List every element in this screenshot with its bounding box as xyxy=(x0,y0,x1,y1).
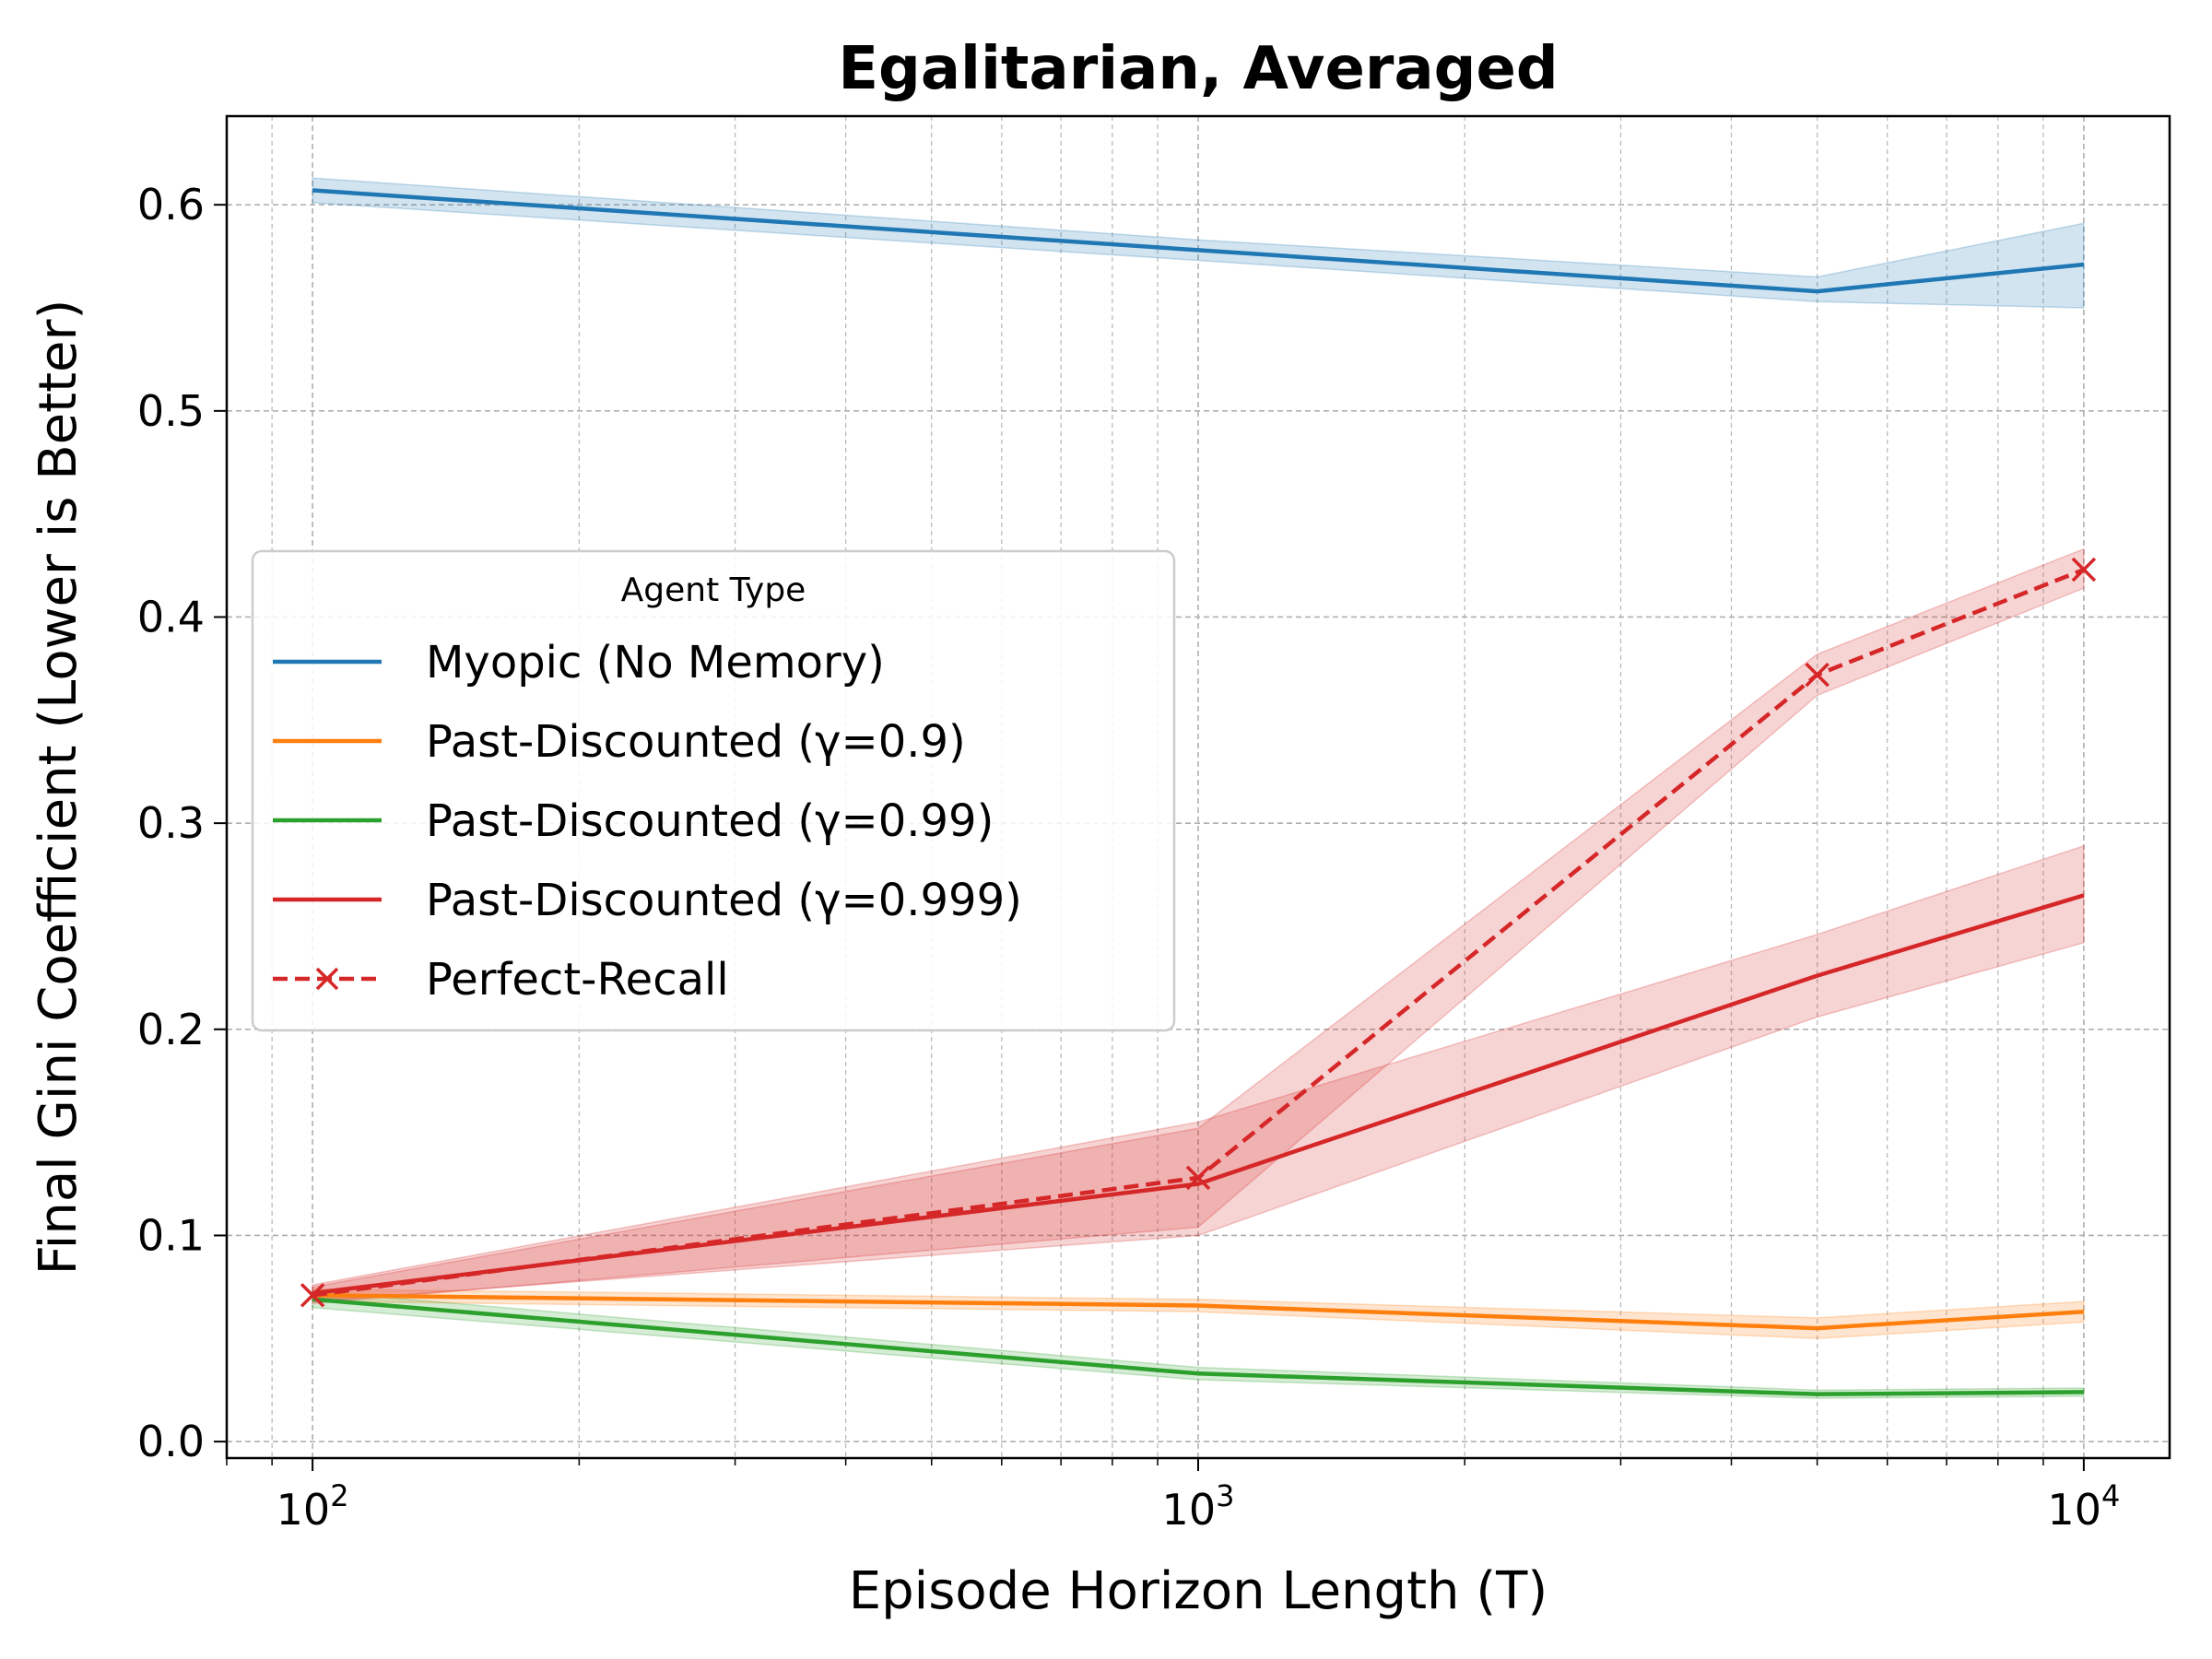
legend: Agent Type Myopic (No Memory) Past-Discou… xyxy=(251,549,1176,1032)
legend-entry: Past-Discounted (γ=0.999) xyxy=(273,875,1022,926)
legend-entries: Myopic (No Memory) Past-Discounted (γ=0.9… xyxy=(273,637,1022,1006)
band-past-discounted-0-999 xyxy=(312,844,2085,1302)
legend-label: Past-Discounted (γ=0.9) xyxy=(426,716,966,768)
marker-perfect-recall xyxy=(1185,1165,1211,1191)
y-tick-label: 0.2 xyxy=(137,1005,205,1054)
series-markers xyxy=(300,557,2097,1308)
line-myopic-no-memory xyxy=(312,188,2085,294)
legend-box xyxy=(251,549,1176,1032)
chart-title: Egalitarian, Averaged xyxy=(838,35,1558,103)
legend-entry: Myopic (No Memory) xyxy=(273,637,885,688)
legend-entry: Past-Discounted (γ=0.99) xyxy=(273,795,994,847)
y-tick-label: 0.5 xyxy=(137,386,205,436)
legend-marker xyxy=(315,967,339,991)
axis-ticks: 102 103 104 0.0 0.1 0.2 0.3 0.4 0.5 0.6 xyxy=(137,180,2120,1535)
band-past-discounted-0-99 xyxy=(312,1290,2085,1399)
marker-stroke xyxy=(2071,557,2097,582)
marker-perfect-recall xyxy=(2071,557,2097,582)
y-tick-label: 0.1 xyxy=(137,1210,205,1260)
legend-entry: Perfect-Recall xyxy=(273,954,729,1006)
x-tick-label: 104 xyxy=(2047,1478,2120,1535)
y-tick-label: 0.0 xyxy=(137,1417,205,1466)
line-perfect-recall xyxy=(312,567,2085,1298)
line-past-discounted-0-99 xyxy=(312,1297,2084,1396)
series-lines xyxy=(312,188,2085,1396)
legend-label: Past-Discounted (γ=0.99) xyxy=(426,795,994,847)
line-past-discounted-0-9 xyxy=(312,1293,2085,1331)
legend-title: Agent Type xyxy=(621,571,806,609)
x-tick-label: 103 xyxy=(1162,1478,1235,1535)
band-perfect-recall xyxy=(312,547,2085,1305)
x-tick-label: 102 xyxy=(276,1478,349,1535)
y-tick-label: 0.3 xyxy=(137,798,205,848)
band-myopic-no-memory xyxy=(312,177,2085,309)
legend-label: Past-Discounted (γ=0.999) xyxy=(426,875,1022,926)
legend-label: Perfect-Recall xyxy=(426,954,729,1006)
y-tick-label: 0.6 xyxy=(137,180,205,229)
marker-perfect-recall xyxy=(1805,662,1830,688)
y-tick-label: 0.4 xyxy=(137,592,205,641)
y-axis-label: Final Gini Coefficient (Lower is Better) xyxy=(29,300,88,1276)
marker-stroke xyxy=(1185,1165,1211,1191)
marker-perfect-recall xyxy=(300,1283,325,1308)
legend-label: Myopic (No Memory) xyxy=(426,637,885,688)
marker-stroke xyxy=(300,1283,325,1308)
x-axis-label: Episode Horizon Length (T) xyxy=(849,1561,1548,1621)
legend-entry: Past-Discounted (γ=0.9) xyxy=(273,716,966,768)
marker-stroke xyxy=(1805,662,1830,688)
